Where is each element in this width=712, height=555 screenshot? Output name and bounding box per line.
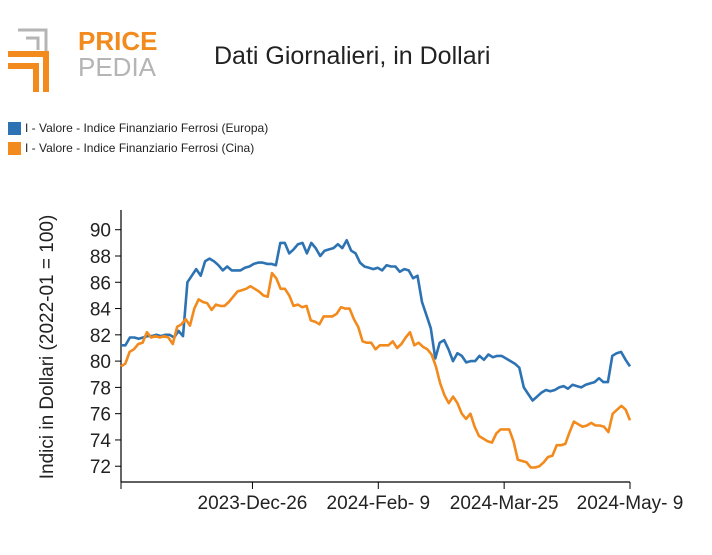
y-tick-label: 86: [90, 273, 111, 294]
y-tick-label: 84: [90, 300, 112, 321]
chart-title: Dati Giornalieri, in Dollari: [214, 42, 491, 70]
y-axis-label: Indici in Dollari (2022-01 = 100): [37, 215, 58, 480]
logo-word-price: PRICE: [78, 26, 157, 56]
pricepedia-logo: PRICE PEDIA: [6, 22, 166, 94]
legend-item-europa: I - Valore - Indice Finanziario Ferrosi …: [8, 118, 268, 138]
y-tick-label: 76: [90, 405, 111, 426]
chart-axes: 72 74 76 78 80 82 84 86 88 90 2023-Dec-26 2024-Feb-…: [90, 210, 683, 514]
x-tick-label: 2024-Feb- 9: [327, 493, 431, 514]
y-tick-label: 82: [90, 326, 111, 347]
pricepedia-logo-mark: PRICE PEDIA: [8, 26, 157, 92]
legend-swatch-cina: [8, 141, 21, 155]
chart-series: [120, 238, 632, 469]
legend-label-europa: I - Valore - Indice Finanziario Ferrosi …: [25, 121, 269, 135]
x-tick-label: 2024-Mar-25: [450, 493, 559, 514]
logo-bracket-icon: [8, 28, 49, 92]
series-line-europa: [121, 238, 632, 402]
chart-legend: I - Valore - Indice Finanziario Ferrosi …: [8, 118, 268, 158]
legend-label-cina: I - Valore - Indice Finanziario Ferrosi …: [25, 141, 255, 155]
legend-swatch-europa: [8, 121, 21, 135]
x-tick-label: 2024-May- 9: [577, 493, 684, 514]
logo-word-pedia: PEDIA: [78, 52, 157, 82]
y-tick-label: 72: [90, 457, 111, 478]
y-tick-label: 88: [90, 247, 111, 268]
y-tick-label: 80: [90, 352, 111, 373]
y-tick-label: 90: [90, 221, 111, 242]
y-tick-label: 74: [90, 431, 112, 452]
x-tick-label: 2023-Dec-26: [198, 493, 308, 514]
y-tick-label: 78: [90, 378, 111, 399]
series-line-cina: [120, 271, 632, 469]
legend-item-cina: I - Valore - Indice Finanziario Ferrosi …: [8, 138, 268, 158]
